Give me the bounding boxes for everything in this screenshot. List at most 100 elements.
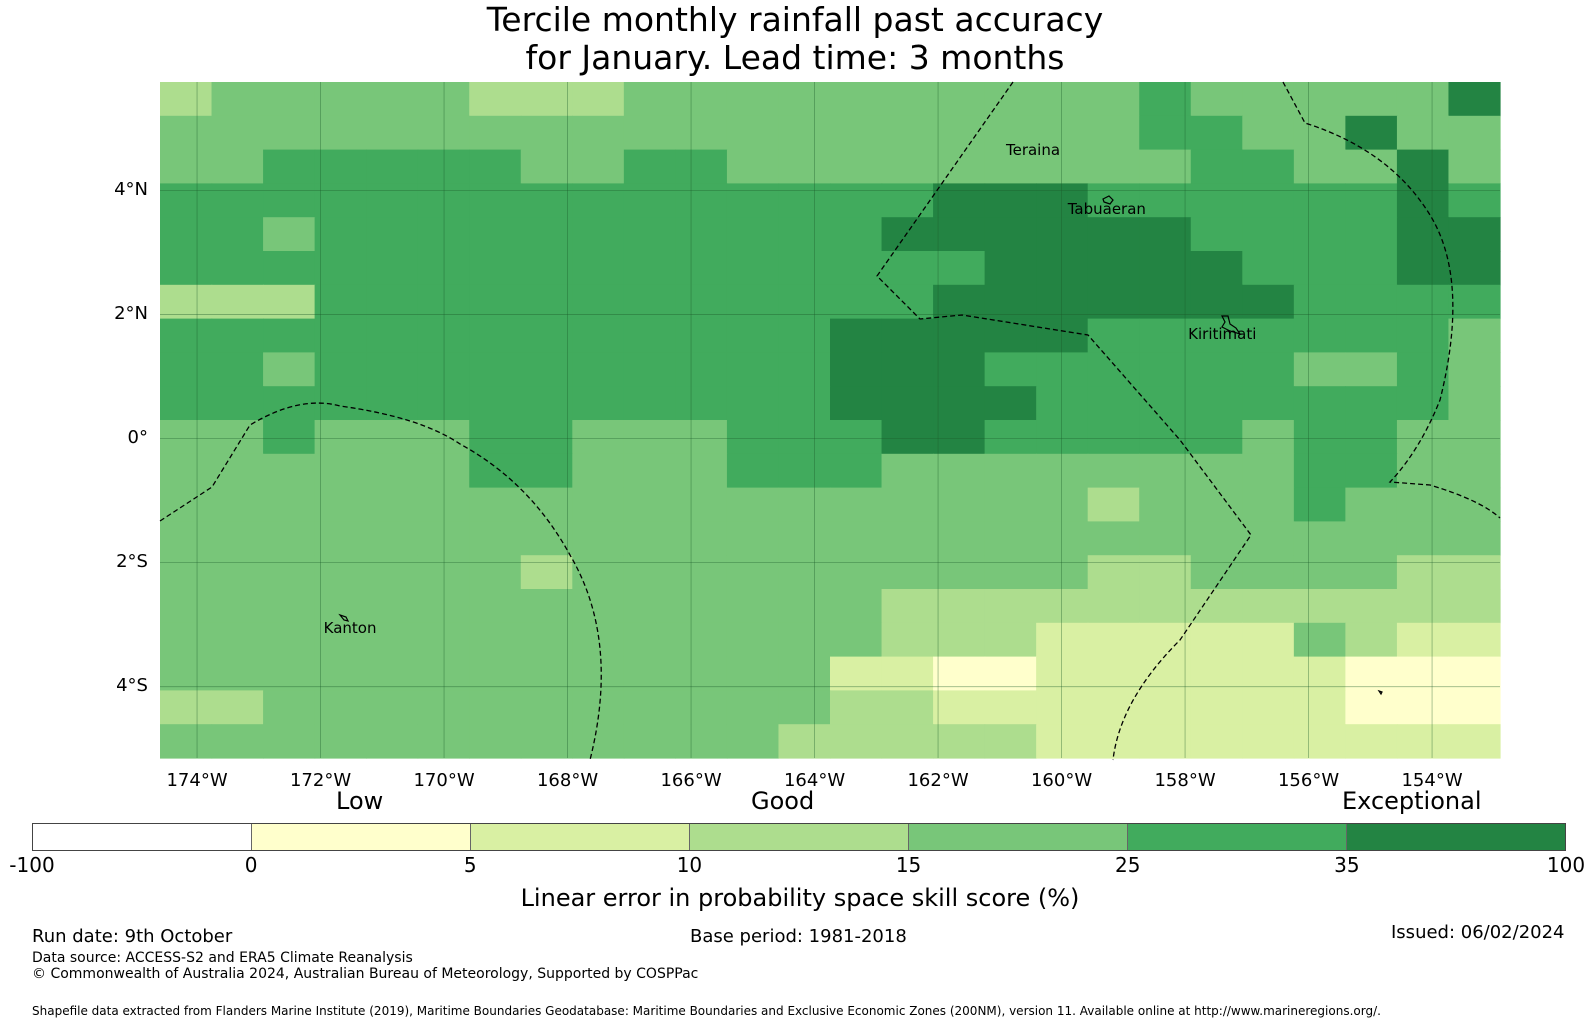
eez-boundary-line — [876, 81, 1252, 761]
skill-cell — [778, 453, 831, 489]
skill-cell — [933, 82, 986, 117]
skill-cell — [1345, 318, 1398, 353]
skill-cell — [366, 183, 419, 218]
skill-cell — [726, 352, 780, 387]
skill-cell — [366, 555, 419, 590]
skill-cell — [1036, 183, 1089, 218]
skill-cell — [160, 352, 213, 387]
tabuaeran-island-outline — [1102, 195, 1114, 205]
skill-cell — [881, 352, 934, 387]
skill-cell — [417, 453, 470, 489]
skill-cell — [778, 724, 831, 759]
skill-cell — [211, 420, 264, 455]
skill-cell — [984, 622, 1037, 658]
skill-cell — [1396, 149, 1450, 184]
skill-cell — [881, 589, 934, 624]
skill-cell — [881, 453, 934, 489]
skill-cell — [1087, 318, 1140, 353]
skill-cell — [1087, 352, 1140, 387]
skill-cell — [211, 149, 264, 184]
skill-cell — [1293, 487, 1346, 522]
colorbar-tick-label: 10 — [676, 853, 703, 877]
skill-cell — [933, 217, 986, 252]
skill-cell — [314, 420, 367, 455]
skill-cell — [520, 149, 573, 184]
skill-cell — [830, 183, 883, 218]
skill-cell — [1139, 183, 1192, 218]
skill-cell — [1242, 521, 1295, 556]
skill-cell — [572, 82, 625, 117]
skill-cell — [726, 690, 780, 725]
skill-cell — [933, 453, 986, 489]
skill-cell — [160, 284, 213, 320]
skill-cell — [263, 420, 316, 455]
eez-boundary-line — [1282, 81, 1501, 519]
skill-cell — [160, 251, 213, 286]
skill-cell — [572, 521, 625, 556]
skill-cell — [520, 217, 573, 252]
skill-cell — [1036, 487, 1089, 522]
skill-cell — [1242, 149, 1295, 184]
skill-cell — [211, 217, 264, 252]
skill-cell — [314, 724, 367, 759]
skill-cell — [675, 555, 728, 590]
skill-cell — [1087, 690, 1140, 725]
skill-cell — [778, 318, 831, 353]
skill-cell — [1139, 521, 1192, 556]
colorbar-segment — [471, 824, 690, 850]
colorbar-tick-label: 100 — [1546, 853, 1586, 877]
skill-cell — [469, 284, 522, 320]
skill-cell — [1448, 589, 1501, 624]
skill-cell — [417, 420, 470, 455]
skill-cell — [778, 690, 831, 725]
skill-cell — [623, 521, 676, 556]
skill-cell — [1448, 656, 1501, 691]
skill-cell — [417, 487, 470, 522]
skill-cell — [933, 318, 986, 353]
skill-cell — [572, 284, 625, 320]
skill-cell — [881, 149, 934, 184]
skill-cell — [1139, 217, 1192, 252]
skill-cell — [778, 251, 831, 286]
skill-cell — [1087, 183, 1140, 218]
skill-cell — [675, 149, 728, 184]
skill-cell — [623, 183, 676, 218]
skill-cell — [469, 656, 522, 691]
skill-cell — [469, 555, 522, 590]
skill-cell — [1087, 656, 1140, 691]
skill-cell — [1396, 352, 1450, 387]
skill-cell — [211, 386, 264, 421]
skill-cell — [520, 352, 573, 387]
skill-cell — [417, 690, 470, 725]
skill-cell — [1139, 555, 1192, 590]
skill-cell — [1242, 555, 1295, 590]
skill-cell — [933, 656, 986, 691]
skill-cell — [778, 521, 831, 556]
skill-cell — [623, 453, 676, 489]
colorbar-label: Linear error in probability space skill … — [520, 884, 1080, 912]
skill-cell — [1293, 82, 1346, 117]
skill-cell — [830, 352, 883, 387]
skill-cell — [1190, 656, 1243, 691]
island-outlines — [338, 195, 1383, 696]
skill-cell — [726, 453, 780, 489]
skill-cell — [726, 115, 780, 151]
x-tick-label: 168°W — [536, 770, 599, 791]
skill-cell — [1448, 352, 1501, 387]
skill-cell — [984, 690, 1037, 725]
skill-cell — [314, 284, 367, 320]
skill-cell — [314, 622, 367, 658]
skill-cell — [881, 690, 934, 725]
skill-cell — [1448, 690, 1501, 725]
skill-cell — [933, 724, 986, 759]
skill-cell — [366, 420, 419, 455]
skill-cell — [263, 521, 316, 556]
skill-cell — [623, 724, 676, 759]
skill-cell — [417, 284, 470, 320]
skill-cell — [572, 217, 625, 252]
skill-cell — [933, 183, 986, 218]
skill-cell — [1448, 487, 1501, 522]
skill-cell — [160, 622, 213, 658]
skill-cell — [366, 251, 419, 286]
skill-cell — [520, 622, 573, 658]
